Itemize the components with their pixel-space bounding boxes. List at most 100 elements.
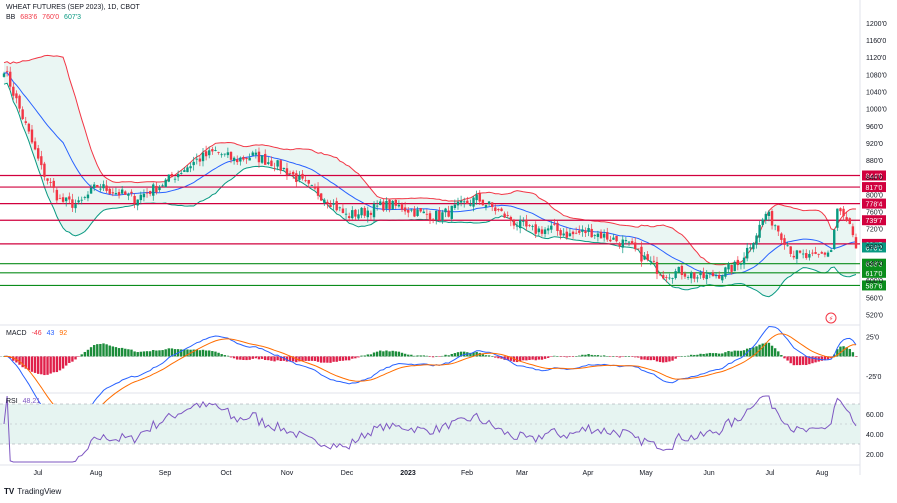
macd-histogram-bar bbox=[773, 348, 777, 357]
candle-body bbox=[223, 153, 226, 155]
price-tick-label: 760'0 bbox=[866, 210, 883, 217]
candle-body bbox=[33, 141, 37, 150]
candle-body bbox=[727, 264, 730, 270]
rsi-legend[interactable]: RSI 48.21 bbox=[6, 398, 43, 405]
macd-histogram-bar bbox=[267, 356, 270, 361]
macd-histogram-bar bbox=[92, 345, 96, 357]
macd-histogram-bar bbox=[811, 356, 814, 364]
macd-histogram-bar bbox=[335, 356, 338, 362]
candle-body bbox=[12, 86, 15, 96]
candle-body bbox=[438, 210, 441, 220]
candle-body bbox=[783, 238, 786, 245]
macd-histogram-bar bbox=[61, 356, 65, 369]
candle-body bbox=[593, 235, 597, 237]
candle-body bbox=[848, 218, 851, 224]
macd-histogram-bar bbox=[366, 354, 370, 357]
candle-body bbox=[612, 237, 615, 240]
rsi-label: RSI bbox=[6, 398, 18, 405]
macd-histogram-bar bbox=[494, 356, 497, 358]
candle-body bbox=[453, 204, 457, 208]
price-tick-label: 1120'0 bbox=[866, 55, 886, 62]
candle-body bbox=[77, 200, 80, 203]
candle-body bbox=[220, 154, 223, 156]
candle-body bbox=[285, 168, 289, 176]
candle-body bbox=[208, 150, 211, 156]
candle-body bbox=[257, 151, 261, 163]
candle-body bbox=[15, 93, 18, 99]
macd-legend[interactable]: MACD -46 43 92 bbox=[6, 330, 70, 337]
candle-body bbox=[347, 216, 351, 219]
candle-body bbox=[192, 161, 195, 166]
tradingview-brand[interactable]: TV TradingView bbox=[4, 487, 61, 496]
macd-histogram-bar bbox=[276, 356, 279, 361]
macd-hist-value: -46 bbox=[31, 330, 42, 337]
candle-body bbox=[634, 242, 637, 250]
macd-histogram-bar bbox=[245, 356, 248, 361]
candle-body bbox=[571, 231, 575, 235]
candle-body bbox=[363, 207, 366, 216]
candle-body bbox=[677, 266, 680, 273]
macd-histogram-bar bbox=[503, 356, 506, 360]
price-tick-label: 1040'0 bbox=[866, 89, 887, 96]
macd-histogram-bar bbox=[630, 356, 634, 357]
macd-histogram-bar bbox=[696, 354, 699, 357]
candle-body bbox=[120, 189, 124, 194]
macd-histogram-bar bbox=[786, 356, 789, 361]
macd-histogram-bar bbox=[851, 352, 855, 357]
candle-body bbox=[559, 230, 562, 236]
macd-histogram-bar bbox=[627, 356, 631, 357]
price-tick-label: 800'0 bbox=[866, 192, 883, 199]
price-tick-label: 920'0 bbox=[866, 141, 883, 148]
candle-body bbox=[749, 247, 752, 249]
macd-histogram-bar bbox=[783, 356, 786, 359]
candle-body bbox=[260, 155, 264, 163]
macd-histogram-bar bbox=[438, 356, 441, 357]
symbol-line: WHEAT FUTURES (SEP 2023), 1D, CBOT bbox=[6, 4, 140, 11]
candle-body bbox=[522, 221, 525, 222]
candle-body bbox=[74, 204, 77, 209]
price-tick-label: 960'0 bbox=[866, 124, 883, 131]
macd-histogram-bar bbox=[705, 353, 708, 357]
candle-body bbox=[543, 229, 547, 235]
candle-body bbox=[298, 175, 301, 180]
candle-body bbox=[338, 207, 342, 209]
macd-histogram-bar bbox=[553, 355, 556, 357]
resistance-level-tag bbox=[862, 170, 886, 181]
candle-body bbox=[733, 261, 736, 272]
candle-body bbox=[211, 149, 214, 152]
candle-body bbox=[646, 254, 649, 261]
macd-histogram-bar bbox=[665, 356, 668, 363]
macd-histogram-bar bbox=[801, 356, 805, 365]
candle-body bbox=[801, 253, 805, 255]
macd-histogram-bar bbox=[587, 354, 590, 357]
candle-body bbox=[581, 229, 584, 232]
candle-body bbox=[267, 162, 270, 164]
candle-body bbox=[46, 178, 49, 181]
candle-body bbox=[556, 222, 559, 232]
macd-histogram-bar bbox=[767, 342, 771, 357]
macd-histogram-bar bbox=[214, 351, 217, 357]
candle-body bbox=[795, 250, 799, 259]
macd-histogram-bar bbox=[58, 356, 62, 371]
macd-histogram-bar bbox=[565, 356, 569, 358]
macd-histogram-bar bbox=[602, 355, 606, 357]
macd-histogram-bar bbox=[410, 354, 413, 357]
macd-histogram-bar bbox=[379, 350, 382, 357]
candle-body bbox=[609, 239, 612, 242]
macd-histogram-bar bbox=[649, 356, 652, 361]
macd-histogram-bar bbox=[606, 356, 609, 357]
macd-histogram-bar bbox=[55, 356, 59, 373]
macd-histogram-bar bbox=[447, 355, 450, 357]
macd-histogram-bar bbox=[155, 350, 158, 357]
bb-legend[interactable]: BB 683'6 760'0 607'3 bbox=[6, 14, 84, 21]
macd-histogram-bar bbox=[298, 356, 301, 362]
resistance-level-tag bbox=[862, 198, 886, 209]
candle-body bbox=[540, 229, 544, 234]
macd-histogram-bar bbox=[590, 354, 593, 357]
candle-body bbox=[758, 224, 761, 238]
macd-histogram-bar bbox=[540, 356, 544, 360]
candle-body bbox=[742, 257, 746, 265]
time-tick-label: Aug bbox=[90, 470, 103, 477]
candle-body bbox=[717, 274, 721, 279]
candle-body bbox=[279, 160, 282, 171]
